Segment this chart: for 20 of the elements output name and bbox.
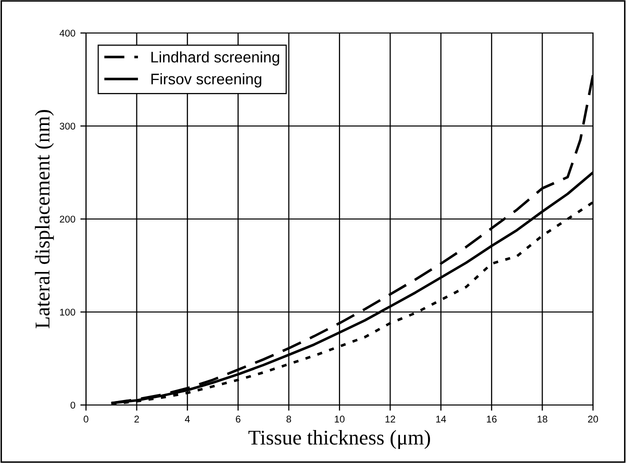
x-tick-label: 8	[286, 416, 292, 423]
x-tick-label: 14	[436, 416, 446, 422]
y-tick-label: 300	[60, 122, 76, 130]
y-tick-label: 400	[60, 30, 76, 37]
y-tick-label: 200	[60, 216, 76, 223]
y-tick-label: 0	[70, 402, 76, 409]
x-tick-label: 12	[386, 416, 396, 422]
x-tick-label: 20	[588, 416, 598, 423]
x-tick-label: 6	[236, 416, 240, 423]
x-tick-label: 10	[334, 416, 345, 423]
x-tick-label: 4	[184, 416, 190, 422]
x-tick-label: 18	[538, 416, 548, 423]
y-tick-label: 100	[60, 308, 76, 316]
x-tick-label: 16	[486, 416, 497, 423]
y-axis-title: Lateral displacement (nm)	[34, 110, 54, 328]
x-axis-title: Tissue thickness (μm)	[248, 430, 430, 449]
legend-label: Lindhard screening	[151, 51, 280, 66]
x-tick-label: 2	[134, 416, 139, 422]
legend-label: Firsov screening	[151, 73, 262, 88]
x-tick-label: 0	[84, 416, 88, 423]
